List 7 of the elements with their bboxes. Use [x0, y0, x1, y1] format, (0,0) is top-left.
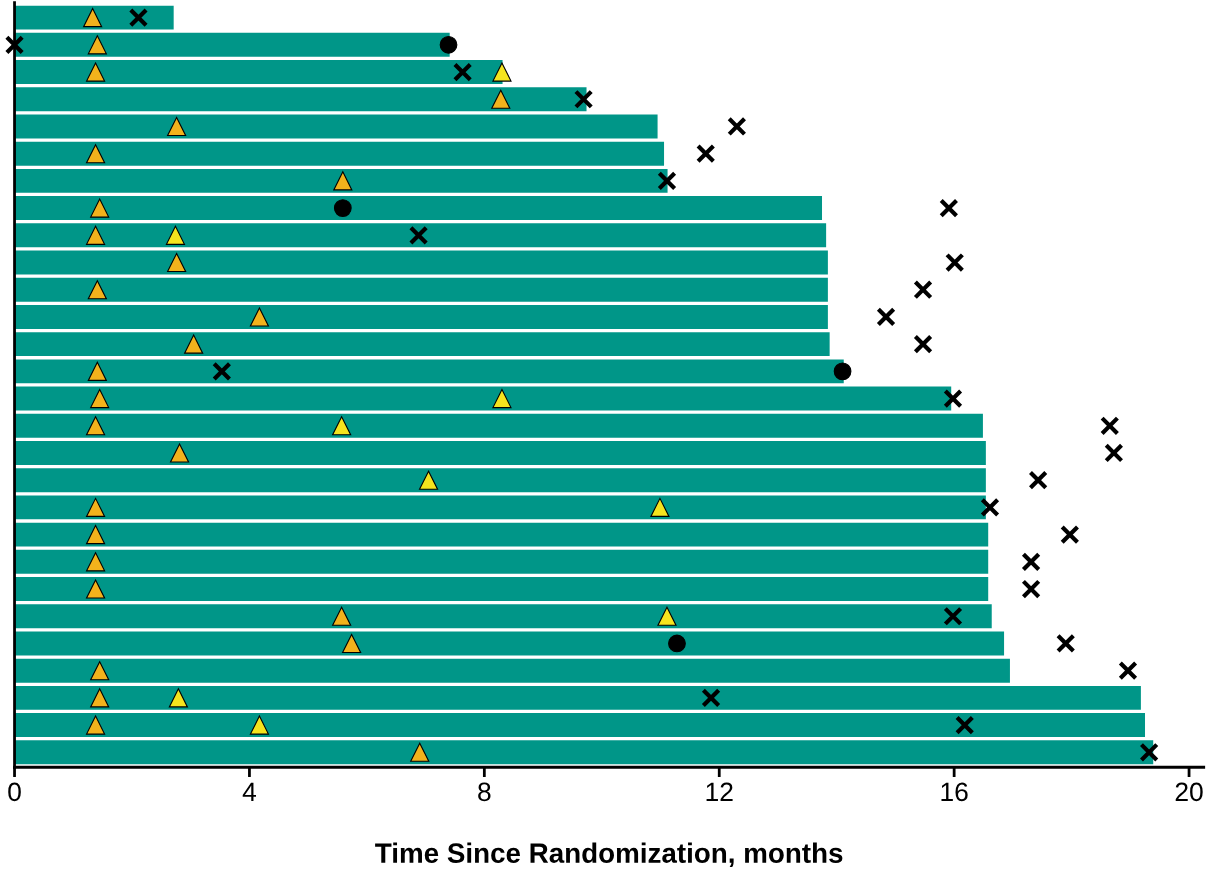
x-tick-label: 0: [8, 782, 21, 802]
x-axis-title: Time Since Randomization, months: [375, 842, 843, 867]
x-tick-label: 20: [1175, 782, 1203, 802]
x-tick-label: 8: [478, 782, 491, 802]
x-tick-label: 16: [941, 782, 968, 802]
x-tick-label: 12: [706, 782, 733, 801]
x-tick-label: 4: [242, 782, 256, 801]
